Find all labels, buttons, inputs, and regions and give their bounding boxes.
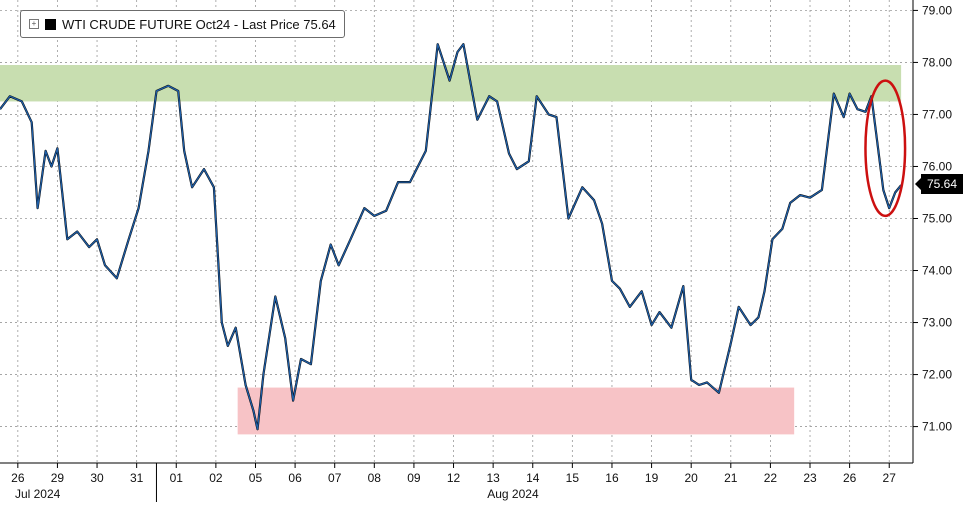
x-tick-label-21: 26	[843, 471, 857, 485]
month-label-1: Aug 2024	[487, 487, 539, 501]
x-tick-label-17: 20	[685, 471, 699, 485]
x-tick-label-22: 27	[883, 471, 897, 485]
x-tick-label-8: 07	[328, 471, 342, 485]
x-tick-label-11: 12	[447, 471, 461, 485]
last-price-tag: 75.64	[915, 174, 963, 194]
highlight-circle	[864, 79, 907, 218]
x-tick-label-0: 26	[11, 471, 25, 485]
x-tick-label-12: 13	[486, 471, 500, 485]
y-tick-label-0: 71.00	[922, 420, 952, 434]
legend-label: WTI CRUDE FUTURE Oct24 - Last Price 75.6…	[62, 16, 336, 32]
x-tick-label-9: 08	[368, 471, 382, 485]
x-tick-label-2: 30	[90, 471, 104, 485]
zone-1	[237, 387, 795, 435]
x-tick-label-14: 15	[566, 471, 580, 485]
x-tick-label-1: 29	[51, 471, 65, 485]
x-tick-label-3: 31	[130, 471, 144, 485]
x-tick-label-13: 14	[526, 471, 540, 485]
legend-swatch	[45, 18, 56, 30]
zone-0	[0, 65, 902, 102]
y-tick-label-1: 72.00	[922, 368, 952, 382]
x-tick-label-15: 16	[605, 471, 619, 485]
y-tick-label-6: 77.00	[922, 107, 952, 121]
series-line-0	[0, 43, 902, 430]
y-tick-label-4: 75.00	[922, 211, 952, 225]
y-tick-label-3: 74.00	[922, 264, 952, 278]
x-tick-label-7: 06	[288, 471, 302, 485]
y-tick-label-5: 76.00	[922, 159, 952, 173]
x-tick-label-5: 02	[209, 471, 223, 485]
y-tick-label-2: 73.00	[922, 316, 952, 330]
series-line-shadow-0	[0, 43, 902, 431]
x-tick-label-19: 22	[764, 471, 778, 485]
y-tick-label-7: 78.00	[922, 55, 952, 69]
x-tick-label-10: 09	[407, 471, 421, 485]
x-tick-label-6: 05	[249, 471, 263, 485]
legend[interactable]: + WTI CRUDE FUTURE Oct24 - Last Price 75…	[20, 10, 345, 38]
month-label-0: Jul 2024	[15, 487, 61, 501]
y-tick-label-8: 79.00	[922, 3, 952, 17]
x-tick-label-18: 21	[724, 471, 738, 485]
x-tick-label-4: 01	[170, 471, 184, 485]
x-tick-label-16: 19	[645, 471, 659, 485]
expand-toggle-icon[interactable]: +	[29, 19, 39, 29]
x-tick-label-20: 23	[803, 471, 817, 485]
